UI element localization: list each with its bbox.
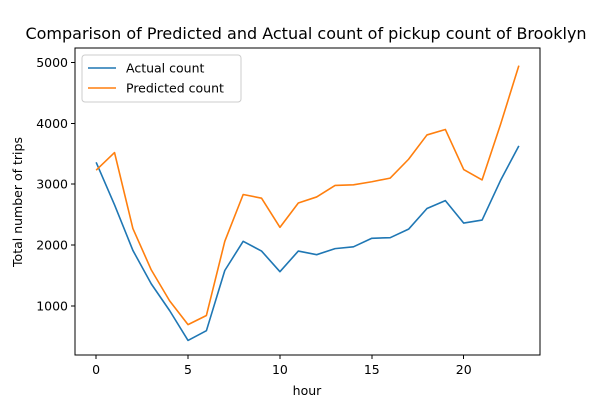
x-tick-label: 20 xyxy=(456,362,472,377)
plot-frame xyxy=(74,47,541,356)
y-tick-label: 3000 xyxy=(36,177,68,192)
y-tick-label: 2000 xyxy=(36,237,68,252)
plot-area xyxy=(74,47,541,356)
x-tick-label: 0 xyxy=(92,362,100,377)
y-axis-label: Total number of trips xyxy=(10,137,25,268)
y-axis-ticks: 1000 2000 3000 4000 5000 xyxy=(36,55,75,313)
x-axis-ticks: 0 5 10 15 20 xyxy=(92,355,472,377)
legend-label-0: Actual count xyxy=(126,61,204,76)
x-tick-label: 15 xyxy=(364,362,380,377)
chart-title: Comparison of Predicted and Actual count… xyxy=(25,24,586,43)
x-tick-label: 5 xyxy=(184,362,192,377)
y-tick-label: 5000 xyxy=(36,55,68,70)
y-tick-label: 1000 xyxy=(36,298,68,313)
y-tick-label: 4000 xyxy=(36,116,68,131)
series-line-0 xyxy=(95,145,520,342)
legend-label-1: Predicted count xyxy=(126,81,224,96)
x-axis-label: hour xyxy=(293,383,322,398)
legend: Actual count Predicted count xyxy=(81,54,242,103)
series-line-1 xyxy=(95,65,520,326)
legend-box xyxy=(81,54,242,103)
x-tick-label: 10 xyxy=(272,362,288,377)
